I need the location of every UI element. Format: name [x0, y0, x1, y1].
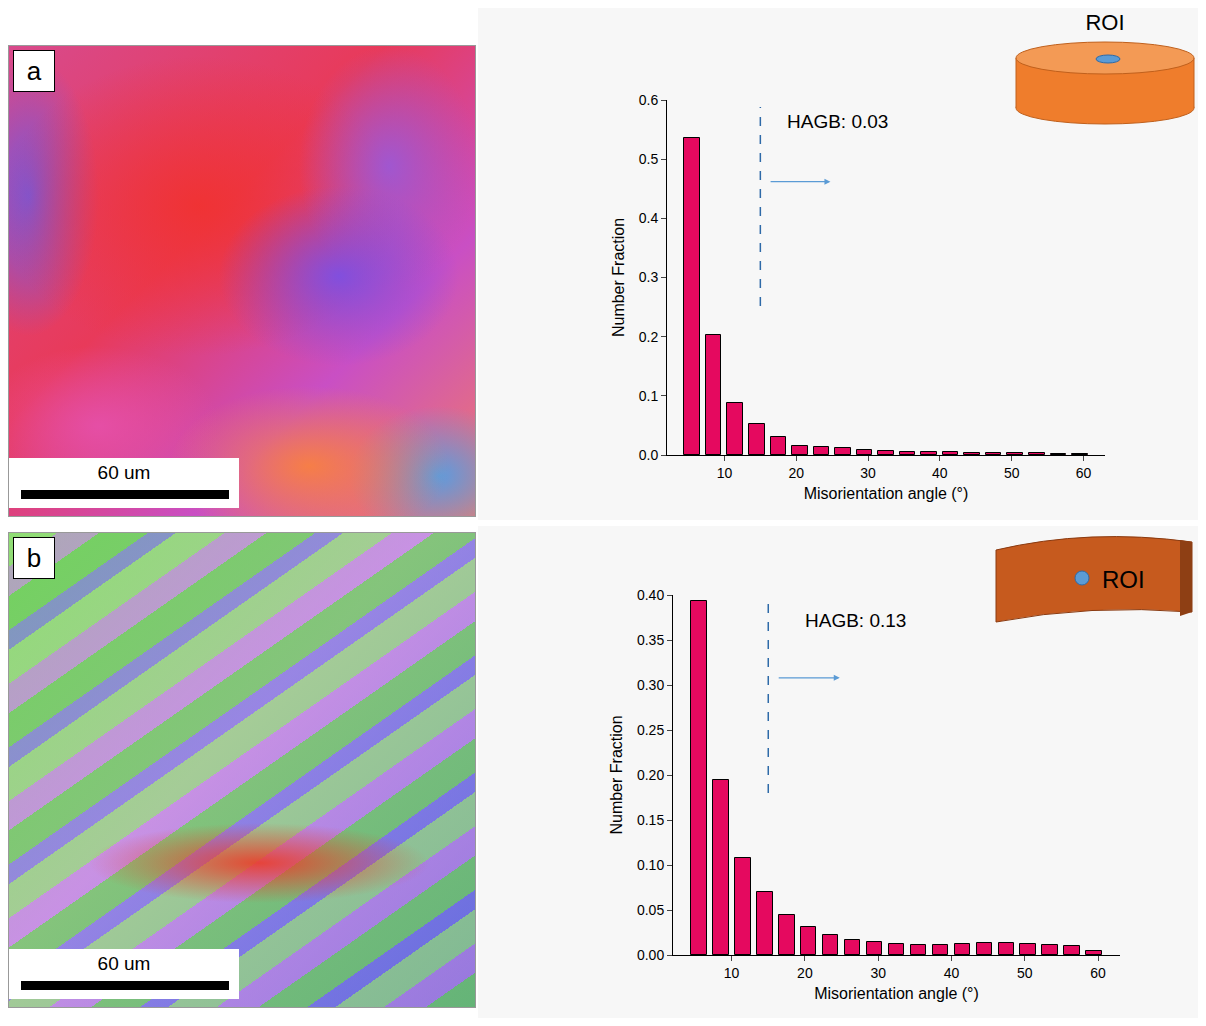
- svg-text:HAGB: 0.03: HAGB: 0.03: [787, 111, 888, 132]
- svg-text:60: 60: [1076, 465, 1092, 481]
- svg-text:10: 10: [717, 465, 733, 481]
- svg-text:30: 30: [860, 465, 876, 481]
- svg-text:20: 20: [797, 965, 813, 981]
- svg-text:0.1: 0.1: [639, 388, 659, 404]
- svg-text:0.00: 0.00: [637, 947, 664, 963]
- html-text:b: b: [26, 543, 42, 573]
- svg-text:ROI: ROI: [1102, 566, 1145, 593]
- svg-text:30: 30: [870, 965, 886, 981]
- svg-text:ROI: ROI: [1085, 10, 1124, 35]
- svg-text:40: 40: [944, 965, 960, 981]
- svg-text:Misorientation angle (°): Misorientation angle (°): [814, 985, 979, 1002]
- svg-text:40: 40: [932, 465, 948, 481]
- svg-text:0.4: 0.4: [639, 210, 659, 226]
- svg-text:Misorientation angle (°): Misorientation angle (°): [804, 485, 969, 502]
- svg-text:10: 10: [724, 965, 740, 981]
- svg-text:0.5: 0.5: [639, 151, 659, 167]
- svg-text:HAGB: 0.13: HAGB: 0.13: [805, 610, 906, 631]
- svg-text:0.10: 0.10: [637, 857, 664, 873]
- svg-text:20: 20: [788, 465, 804, 481]
- svg-text:60: 60: [1090, 965, 1106, 981]
- svg-text:0.05: 0.05: [637, 902, 664, 918]
- svg-text:0.0: 0.0: [639, 447, 659, 463]
- html-text:60 um: 60 um: [97, 953, 151, 974]
- svg-text:0.2: 0.2: [639, 329, 659, 345]
- svg-text:50: 50: [1004, 465, 1020, 481]
- svg-text:0.3: 0.3: [639, 269, 659, 285]
- html-text:a: a: [26, 56, 42, 86]
- svg-text:Number Fraction: Number Fraction: [610, 218, 627, 337]
- svg-text:0.40: 0.40: [637, 587, 664, 603]
- svg-text:0.35: 0.35: [637, 632, 664, 648]
- svg-text:0.15: 0.15: [637, 812, 664, 828]
- svg-text:0.30: 0.30: [637, 677, 664, 693]
- svg-text:50: 50: [1017, 965, 1033, 981]
- svg-text:Number Fraction: Number Fraction: [608, 715, 625, 834]
- svg-text:0.6: 0.6: [639, 92, 659, 108]
- svg-text:0.20: 0.20: [637, 767, 664, 783]
- html-text:60 um: 60 um: [97, 462, 151, 483]
- svg-text:0.25: 0.25: [637, 722, 664, 738]
